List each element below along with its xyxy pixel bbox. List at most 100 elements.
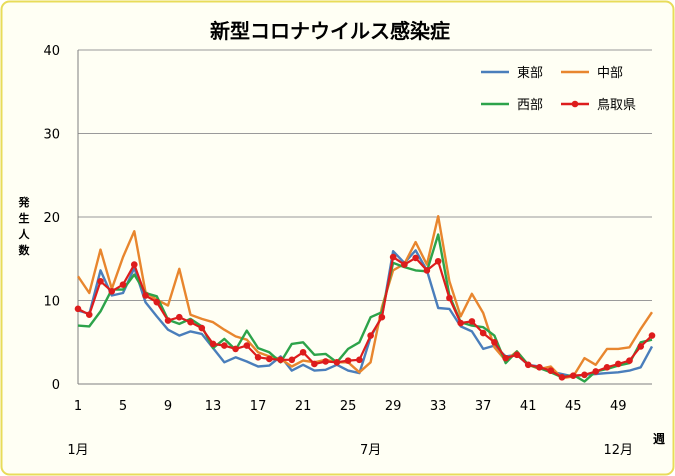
data-point	[547, 367, 555, 374]
data-point	[175, 313, 183, 321]
data-point	[243, 342, 251, 349]
data-point	[187, 318, 194, 326]
data-point	[569, 372, 577, 379]
data-point	[108, 288, 116, 295]
data-point	[434, 257, 442, 265]
data-point	[637, 343, 645, 350]
data-point	[356, 356, 363, 364]
x-tick-label: 29	[385, 399, 402, 414]
data-point	[389, 253, 397, 261]
y-axis-label-char: 生	[19, 211, 30, 225]
plot-area	[74, 214, 656, 383]
x-tick-label: 21	[295, 399, 312, 414]
y-tick-label: 40	[43, 44, 60, 59]
y-axis-label-char: 人	[19, 227, 31, 241]
chart-title: 新型コロナウイルス感染症	[210, 19, 450, 43]
y-tick-label: 30	[43, 128, 60, 143]
x-axis-label: 週	[653, 431, 665, 446]
x-tick-label: 49	[610, 399, 627, 414]
data-point	[536, 364, 543, 371]
series-line-中部	[77, 214, 653, 380]
axes	[77, 50, 652, 385]
x-tick-label: 45	[565, 399, 582, 414]
data-point	[558, 374, 566, 381]
month-labels: 1月 7月 12月	[67, 443, 633, 458]
data-point	[254, 353, 262, 361]
legend-item: 東部	[481, 65, 543, 81]
month-label: 7月	[360, 443, 381, 458]
data-point	[581, 371, 588, 379]
data-point	[209, 340, 217, 348]
data-point	[502, 354, 509, 362]
data-point	[446, 294, 453, 302]
data-point	[142, 292, 149, 299]
data-point	[333, 358, 341, 366]
data-point	[232, 345, 239, 353]
data-point	[479, 329, 487, 337]
data-point	[288, 356, 296, 364]
data-point	[198, 324, 206, 332]
data-point	[74, 305, 82, 313]
x-tick-label: 9	[164, 399, 172, 414]
legend-item: 中部	[561, 66, 623, 81]
data-point	[119, 281, 127, 288]
x-tick-label: 33	[430, 399, 447, 414]
legend-marker	[571, 100, 579, 108]
data-point	[378, 313, 386, 321]
data-point	[311, 360, 318, 368]
data-point	[277, 356, 284, 364]
data-point	[164, 317, 172, 324]
data-point	[367, 332, 374, 339]
data-point	[626, 357, 633, 364]
x-tick-label: 25	[340, 399, 357, 414]
data-point	[491, 338, 498, 346]
data-point	[412, 254, 419, 262]
data-point	[344, 357, 352, 364]
x-tick-label: 41	[520, 399, 537, 414]
y-tick-labels: 0 10 20 30 40	[43, 44, 60, 393]
legend-label: 中部	[597, 66, 623, 81]
gridlines	[78, 49, 652, 301]
data-point	[423, 267, 431, 274]
data-point	[524, 361, 532, 369]
data-point	[614, 360, 622, 368]
x-tick-label: 13	[205, 399, 222, 414]
x-tick-labels: 1 5 9 13 17 21 25 29 33 37 41 45 49	[74, 399, 627, 414]
x-tick-label: 1	[74, 399, 82, 414]
month-label: 12月	[603, 443, 633, 458]
data-point	[592, 368, 600, 375]
x-tick-label: 37	[475, 399, 492, 414]
x-tick-label: 17	[250, 399, 267, 414]
y-axis-label-char: 発	[18, 195, 31, 209]
y-tick-label: 20	[43, 211, 60, 226]
data-point	[648, 332, 656, 339]
data-point	[97, 277, 104, 285]
data-point	[513, 351, 521, 359]
data-point	[221, 342, 228, 349]
legend-label: 東部	[517, 65, 543, 81]
data-point	[468, 318, 476, 325]
x-tick-label: 5	[119, 399, 127, 414]
legend-item: 鳥取県	[561, 98, 636, 113]
data-point	[85, 311, 93, 318]
legend-item: 西部	[481, 98, 543, 113]
y-tick-label: 10	[43, 295, 60, 310]
legend-label: 西部	[517, 98, 543, 113]
month-label: 1月	[67, 443, 88, 458]
data-point	[322, 358, 329, 365]
data-point	[401, 261, 408, 268]
data-point	[603, 364, 611, 371]
data-point	[266, 355, 273, 363]
data-point	[153, 298, 161, 306]
y-tick-label: 0	[52, 378, 60, 393]
series-line-鳥取県	[77, 256, 653, 379]
data-point	[299, 348, 307, 356]
y-axis-label-char: 数	[19, 243, 31, 257]
data-point	[130, 261, 138, 268]
data-point	[457, 319, 464, 327]
legend-label: 鳥取県	[597, 98, 636, 113]
